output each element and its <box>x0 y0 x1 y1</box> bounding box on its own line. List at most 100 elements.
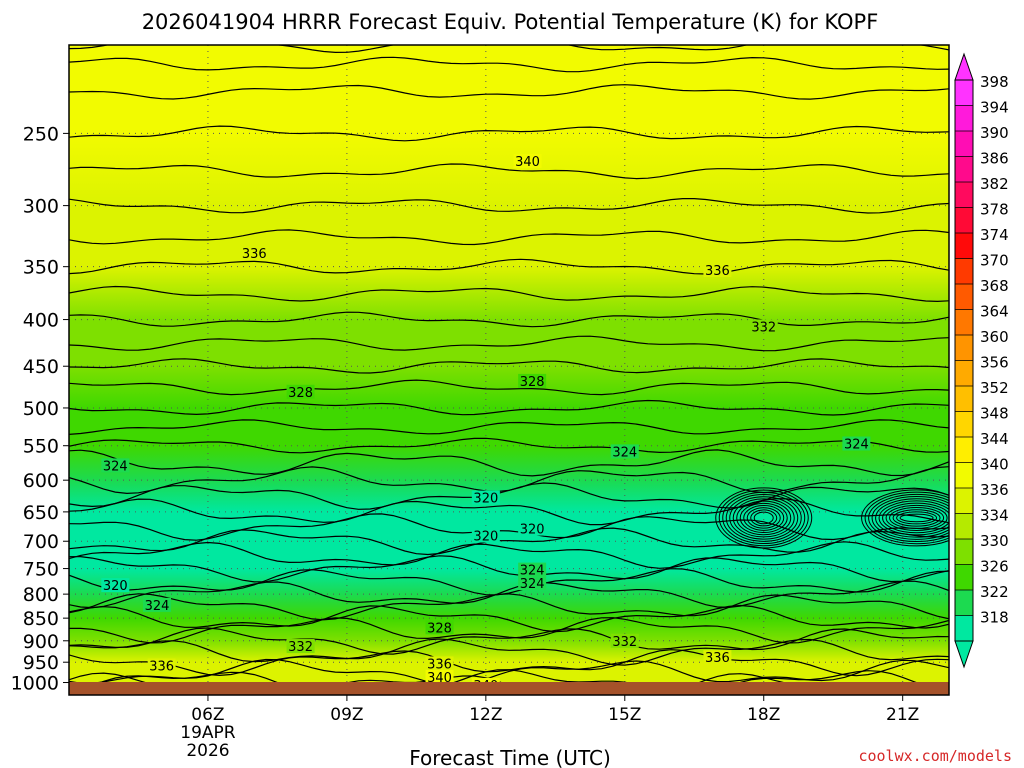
pressure-tick-label: 950 <box>23 652 59 674</box>
colorbar-label: 370 <box>980 252 1009 270</box>
colorbar-swatch <box>955 590 973 616</box>
closed-contour <box>882 502 949 534</box>
contour-line <box>69 163 949 180</box>
contour-line <box>69 580 949 609</box>
colorbar-label: 322 <box>980 583 1009 601</box>
contour-label: 336 <box>149 660 174 675</box>
contour-line <box>69 617 949 644</box>
contour-label: 332 <box>751 320 776 335</box>
contour-line <box>69 627 949 655</box>
contour-label: 340 <box>515 155 540 170</box>
contour-line <box>69 604 949 633</box>
colorbar-swatch <box>955 182 973 208</box>
contour-label: 336 <box>705 651 730 666</box>
contour-label-bg <box>471 490 500 505</box>
contour-label-bg <box>518 562 547 577</box>
x-axis-title: Forecast Time (UTC) <box>409 746 611 768</box>
colorbar-swatch <box>955 105 973 132</box>
contour-label: 320 <box>103 579 128 594</box>
year-label: 2026 <box>186 741 229 761</box>
contour-label: 320 <box>473 492 498 507</box>
closed-contour <box>896 511 938 525</box>
colorbar-label: 340 <box>980 456 1009 474</box>
contour-label: 324 <box>612 445 637 460</box>
colorbar-swatch <box>955 258 973 285</box>
contour-line <box>69 198 949 214</box>
closed-contour <box>750 509 778 527</box>
contour-line <box>69 449 949 477</box>
pressure-tick-label: 1000 <box>11 673 59 695</box>
closed-contour <box>899 513 934 523</box>
colorbar-swatch <box>955 80 973 106</box>
colorbar-label: 344 <box>980 430 1009 448</box>
colorbar-label: 336 <box>980 481 1009 499</box>
contour-line <box>69 527 949 556</box>
contour-line <box>69 568 949 596</box>
colorbar-label: 348 <box>980 405 1009 423</box>
colorbar-label: 356 <box>980 354 1009 372</box>
pressure-axis: 2503003504004505005506006507007508008509… <box>11 123 69 695</box>
pressure-tick-label: 350 <box>23 257 59 279</box>
contour-label-bg <box>513 153 542 168</box>
contour-label-bg <box>147 658 176 673</box>
colorbar-label: 330 <box>980 532 1009 550</box>
colorbar-swatch <box>955 131 973 157</box>
time-tick-label: 18Z <box>747 705 780 725</box>
theta-e-field <box>69 45 949 695</box>
closed-contour <box>878 500 949 536</box>
contour-label: 336 <box>705 264 730 279</box>
colorbar-label: 378 <box>980 201 1009 219</box>
closed-contour <box>729 496 799 540</box>
colorbar-swatch <box>955 564 973 591</box>
colorbar-label: 360 <box>980 328 1009 346</box>
contour-line <box>69 669 949 695</box>
colorbar-swatch <box>955 539 973 565</box>
pressure-tick-label: 900 <box>23 631 59 653</box>
contour-label: 324 <box>844 438 869 453</box>
contour-label: 324 <box>145 599 170 614</box>
pressure-tick-label: 500 <box>23 398 59 420</box>
colorbar-label: 334 <box>980 507 1009 525</box>
contour-label: 336 <box>242 247 267 262</box>
pressure-tick-label: 600 <box>23 470 59 492</box>
contour-line <box>69 379 949 396</box>
pressure-tick-label: 800 <box>23 584 59 606</box>
contour-line <box>69 437 949 454</box>
colorbar-swatch <box>955 156 973 183</box>
contour-label: 332 <box>288 640 313 655</box>
colorbar-swatch <box>955 488 973 514</box>
closed-contour <box>725 494 802 542</box>
contour-label-bg <box>610 444 639 459</box>
colorbar-label: 318 <box>980 609 1009 627</box>
contour-line <box>69 56 949 73</box>
terrain-surface <box>69 682 949 695</box>
colorbar-swatch <box>955 462 973 489</box>
closed-contour <box>743 505 785 531</box>
pressure-tick-label: 250 <box>23 123 59 145</box>
plot-area: 3403363363323283283243243243203203203243… <box>69 45 949 695</box>
contour-line <box>69 555 949 583</box>
colorbar-swatch <box>955 437 973 463</box>
contour-labels: 3403363363323283283243243243203203203243… <box>101 153 871 694</box>
colorbar-swatch <box>955 335 973 361</box>
contour-label: 336 <box>427 657 452 672</box>
colorbar-frame <box>954 79 974 642</box>
contour-line <box>69 84 949 100</box>
contour-label-bg <box>471 528 500 543</box>
gridlines <box>69 45 949 695</box>
colorbar-label: 374 <box>980 226 1009 244</box>
closed-contour <box>736 500 792 536</box>
contour-label-bg <box>101 458 130 473</box>
contour-line <box>69 513 949 541</box>
contour-label-bg <box>425 656 454 671</box>
colorbar-label: 390 <box>980 124 1009 142</box>
contour-label: 332 <box>612 635 637 650</box>
contour-label: 328 <box>520 375 545 390</box>
date-label: 19APR <box>180 723 236 743</box>
contour-label-bg <box>749 319 778 334</box>
contour-line <box>69 638 949 666</box>
closed-contour <box>739 502 788 534</box>
colorbar-swatch <box>955 411 973 438</box>
colorbar-swatch <box>955 233 973 259</box>
